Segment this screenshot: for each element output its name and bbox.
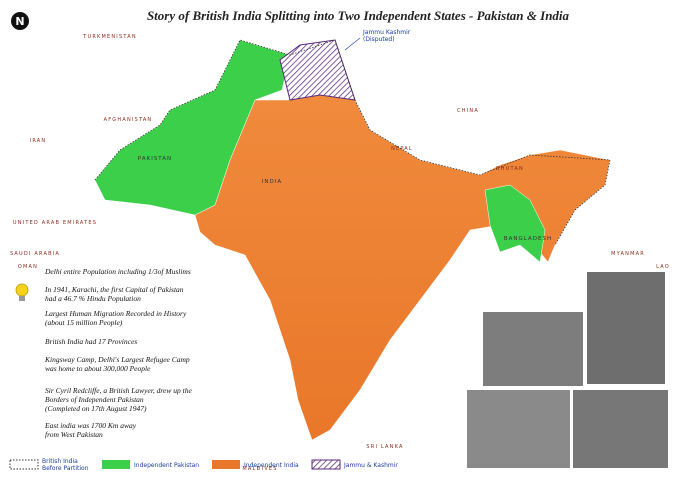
legend-label: Before Partition: [42, 465, 89, 472]
fact-text: Sir Cyril Redcliffe, a British Lawyer, d…: [45, 386, 192, 395]
callout-label: (Disputed): [363, 36, 395, 43]
partition-border: [94, 39, 611, 246]
bangladesh-shape: [484, 184, 546, 263]
photo: [467, 390, 570, 468]
fact-text: Borders of Independent Pakistan: [45, 395, 144, 404]
callout-label: Jammu Kashmir: [362, 29, 411, 36]
map-shapes: [94, 37, 611, 441]
fact-text: from West Pakistan: [45, 430, 103, 439]
india-shape: [194, 94, 611, 441]
country-label: MALDIVES: [242, 466, 277, 472]
fact-text: Kingsway Camp, Delhi's Largest Refugee C…: [44, 355, 190, 364]
legend-label: Jammu & Kashmir: [343, 462, 398, 469]
fact-text: had a 46.7 % Hindu Population: [45, 294, 141, 303]
fact-text: Delhi entire Population including 1/3of …: [44, 267, 191, 276]
legend-label: Independent India: [244, 462, 299, 469]
country-label: LAO: [656, 264, 670, 270]
legend-swatch: [102, 460, 130, 469]
callout-line: [344, 37, 361, 51]
country-label: SRI LANKA: [366, 444, 403, 450]
legend-swatch: [212, 460, 240, 469]
fact-text: (about 15 million People): [45, 318, 123, 327]
country-label: AFGHANISTAN: [104, 117, 153, 123]
legend-swatch: [311, 459, 341, 470]
legend-swatch: [9, 459, 39, 470]
fact-text: British India had 17 Provinces: [45, 337, 137, 346]
fact-text: (Completed on 17th August 1947): [45, 404, 147, 413]
fact-text: Largest Human Migration Recorded in Hist…: [44, 309, 187, 318]
title: Story of British India Splitting into Tw…: [147, 8, 570, 23]
kashmir-shape: [279, 39, 356, 101]
country-label: SAUDI ARABIA: [10, 251, 60, 257]
country-label: UNITED ARAB EMIRATES: [13, 220, 97, 226]
fact-text: In 1941, Karachi, the first Capital of P…: [44, 285, 184, 294]
pakistan-shape: [94, 39, 291, 216]
country-label: INDIA: [262, 179, 282, 185]
legend-label: Independent Pakistan: [134, 462, 199, 469]
country-label: OMAN: [18, 264, 38, 270]
legend-label: British India: [42, 458, 78, 465]
fact-text: was home to about 300,000 People: [45, 364, 151, 373]
photos: [467, 272, 668, 468]
svg-text:N: N: [15, 15, 24, 28]
country-label: BHUTAN: [496, 166, 524, 172]
country-label: CHINA: [457, 108, 479, 114]
country-label: IRAN: [30, 138, 47, 144]
fact-text: East india was 1700 Km away: [44, 421, 137, 430]
country-label: PAKISTAN: [138, 156, 172, 162]
legend: [9, 459, 341, 470]
country-label: BANGLADESH: [504, 236, 552, 242]
country-label: NEPAL: [391, 146, 413, 152]
country-label: MYANMAR: [611, 251, 645, 257]
country-label: TURKMENISTAN: [82, 34, 137, 40]
photo: [483, 312, 583, 386]
bulb-icon: [15, 283, 29, 301]
north-icon: N: [11, 12, 29, 30]
photo: [587, 272, 665, 384]
photo: [573, 390, 668, 468]
